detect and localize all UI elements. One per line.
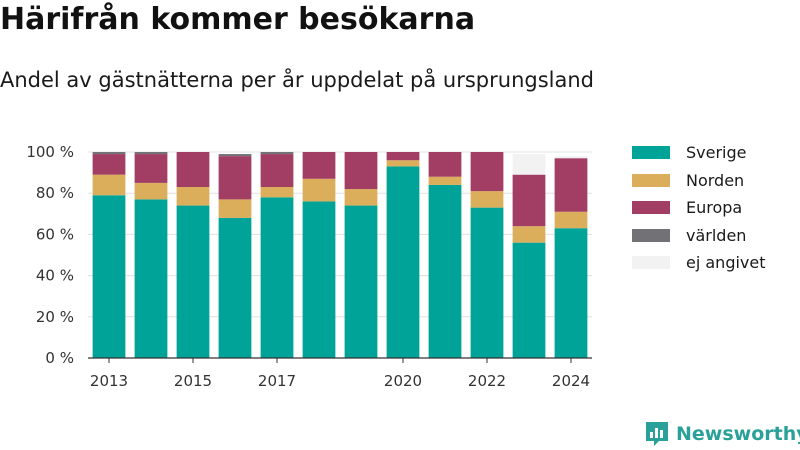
bar-segment xyxy=(260,187,294,198)
bar-segment xyxy=(218,156,252,200)
bar-segment xyxy=(218,154,252,157)
legend-item: världen xyxy=(632,222,766,250)
bar-segment xyxy=(134,199,168,358)
legend-label: Sverige xyxy=(686,143,747,163)
bar-segment xyxy=(260,152,294,155)
legend-item: ej angivet xyxy=(632,249,766,277)
legend-swatch xyxy=(632,256,670,270)
y-tick-label: 100 % xyxy=(26,143,74,161)
bar-segment xyxy=(92,152,126,155)
bar-segment xyxy=(470,207,504,358)
x-tick-label: 2020 xyxy=(384,372,422,390)
x-tick-label: 2017 xyxy=(258,372,296,390)
legend-label: ej angivet xyxy=(686,253,766,273)
bar-segment xyxy=(512,242,546,358)
bar-segment xyxy=(92,154,126,175)
legend-swatch xyxy=(632,146,670,160)
bar-segment xyxy=(554,211,588,229)
bar-segment xyxy=(470,152,504,192)
y-tick-label: 20 % xyxy=(36,308,74,326)
bar-segment xyxy=(512,226,546,243)
bar-segment xyxy=(176,187,210,206)
bar-segment xyxy=(428,184,462,358)
x-tick-label: 2013 xyxy=(90,372,128,390)
x-tick-label: 2022 xyxy=(468,372,506,390)
legend-label: Europa xyxy=(686,198,743,218)
bar-segment xyxy=(344,189,378,206)
bar-segment xyxy=(176,205,210,358)
legend-swatch xyxy=(632,228,670,242)
legend-swatch xyxy=(632,201,670,215)
bar-segment xyxy=(386,160,420,167)
bar-segment xyxy=(176,152,210,188)
bar-segment xyxy=(260,197,294,358)
x-tick-label: 2024 xyxy=(552,372,590,390)
bar-segment xyxy=(218,199,252,218)
bar-segment xyxy=(554,158,588,212)
brand-name: Newsworthy xyxy=(676,423,800,445)
bar-segment xyxy=(428,176,462,185)
newsworthy-logo-icon xyxy=(646,422,668,446)
bar-segment xyxy=(260,154,294,188)
y-tick-label: 60 % xyxy=(36,225,74,243)
bar-segment xyxy=(134,182,168,200)
y-tick-label: 0 % xyxy=(45,349,74,367)
chart-title: Härifrån kommer besökarna xyxy=(0,2,476,37)
bar-segment xyxy=(512,174,546,227)
bar-segment xyxy=(92,174,126,196)
bar-segment xyxy=(554,156,588,159)
bar-segment xyxy=(470,191,504,208)
bar-segment xyxy=(302,201,336,358)
bar-segment xyxy=(134,154,168,183)
brand-logo: Newsworthy xyxy=(644,420,800,448)
bar-segment xyxy=(344,152,378,190)
bar-segment xyxy=(302,178,336,202)
chart-legend: Sverige Norden Europa världen ej angivet xyxy=(632,139,766,277)
legend-item: Sverige xyxy=(632,139,766,167)
bar-segment xyxy=(386,166,420,358)
bar-segment xyxy=(512,154,546,175)
y-tick-label: 80 % xyxy=(36,184,74,202)
legend-swatch xyxy=(632,173,670,187)
bar-segment xyxy=(218,217,252,358)
x-tick-label: 2015 xyxy=(174,372,212,390)
bar-segment xyxy=(344,205,378,358)
bar-segment xyxy=(302,152,336,179)
bar-segment xyxy=(554,228,588,358)
bar-segment xyxy=(386,152,420,161)
legend-item: Europa xyxy=(632,194,766,222)
bar-segment xyxy=(134,152,168,155)
y-tick-label: 40 % xyxy=(36,267,74,285)
bar-segment xyxy=(428,152,462,177)
chart-subtitle: Andel av gästnätterna per år uppdelat på… xyxy=(0,68,594,92)
legend-item: Norden xyxy=(632,167,766,195)
legend-label: Norden xyxy=(686,170,745,190)
bar-segment xyxy=(92,195,126,358)
legend-label: världen xyxy=(686,225,747,245)
